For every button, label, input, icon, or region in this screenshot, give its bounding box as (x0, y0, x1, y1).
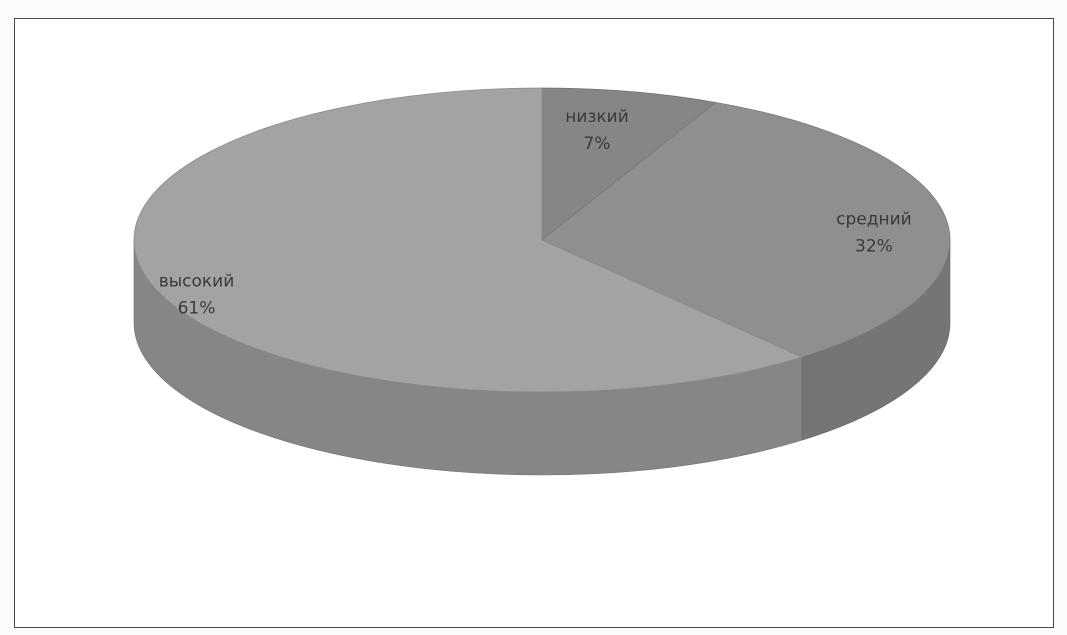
pie-top-group (133, 87, 951, 393)
slice-label-value: 32% (855, 236, 893, 256)
slice-label-name: средний (836, 209, 912, 229)
slice-средний (541, 102, 951, 358)
slice-label-name: высокий (159, 271, 235, 291)
slice-label-value: 61% (178, 298, 216, 318)
pie-label-group: низкий 7% средний 32% высокий 61% (159, 107, 912, 318)
slice-низкий (541, 87, 717, 241)
slice-label-name: низкий (565, 107, 629, 127)
slice-label-value: 7% (584, 134, 611, 154)
slice-высокий (133, 87, 804, 393)
